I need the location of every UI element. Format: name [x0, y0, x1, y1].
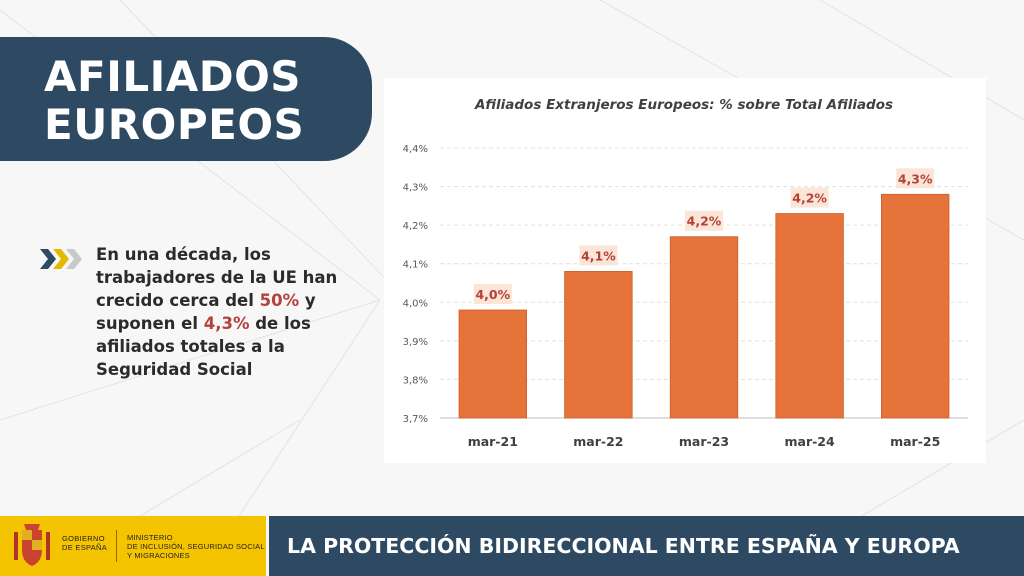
x-tick-label: mar-24	[784, 434, 835, 449]
data-label-background	[790, 187, 829, 208]
data-label: 4,3%	[898, 171, 933, 186]
y-tick-label: 4,0%	[403, 298, 428, 309]
ministry-line-3: Y MIGRACIONES	[127, 551, 190, 560]
data-label-background	[896, 168, 935, 189]
ministry-name: MINISTERIO DE INCLUSIÓN, SEGURIDAD SOCIA…	[127, 533, 265, 560]
bar	[564, 271, 633, 419]
x-tick-label: mar-21	[468, 434, 518, 449]
data-label: 4,1%	[581, 248, 616, 263]
bar	[669, 236, 739, 419]
description-part-2: y suponen el	[96, 291, 316, 333]
government-name: GOBIERNO DE ESPAÑA	[62, 534, 107, 552]
highlight-share: 4,3%	[203, 314, 250, 333]
y-tick-label: 4,1%	[403, 260, 428, 271]
bar	[881, 193, 950, 419]
description-part-3: de los afiliados totales a la Seguridad …	[96, 314, 311, 379]
page-title-line-2: EUROPEOS	[44, 100, 305, 149]
bar	[775, 213, 844, 419]
data-label: 4,2%	[792, 191, 827, 206]
y-tick-label: 4,4%	[403, 144, 428, 155]
footer-banner: LA PROTECCIÓN BIDIRECCIONAL ENTRE ESPAÑA…	[269, 516, 1024, 576]
bar-chart: Afiliados Extranjeros Europeos: % sobre …	[403, 97, 968, 449]
data-label-background	[685, 210, 723, 231]
gov-line-2: DE ESPAÑA	[62, 543, 108, 552]
data-labels: 4,0% 4,1% 4,2% 4,2% 4,3%	[473, 168, 935, 304]
title-block: AFILIADOS EUROPEOS	[0, 37, 372, 161]
coat-of-arms-icon	[14, 524, 50, 566]
chart-title: Afiliados Extranjeros Europeos: % sobre …	[474, 97, 893, 113]
data-label-background	[473, 284, 512, 304]
y-tick-label: 4,2%	[403, 221, 428, 232]
gov-line-1: GOBIERNO	[62, 534, 105, 543]
highlight-growth: 50%	[259, 291, 300, 310]
ministry-line-2: DE INCLUSIÓN, SEGURIDAD SOCIAL	[127, 542, 265, 551]
description-part-1: En una década, los trabajadores de la UE…	[96, 245, 338, 310]
data-label: 4,0%	[475, 287, 510, 302]
description-text: En una década, los trabajadores de la UE…	[96, 243, 356, 381]
grid-layer	[440, 147, 968, 419]
chart-card: Afiliados Extranjeros Europeos: % sobre …	[384, 78, 986, 463]
y-tick-label: 3,7%	[403, 414, 428, 425]
divider	[116, 530, 117, 562]
y-tick-label: 4,3%	[403, 183, 428, 194]
y-tick-label: 3,8%	[403, 375, 428, 386]
x-tick-label: mar-22	[573, 434, 623, 449]
footer: GOBIERNO DE ESPAÑA MINISTERIO DE INCLUSI…	[0, 516, 1024, 576]
ministry-line-1: MINISTERIO	[127, 533, 173, 542]
data-label: 4,2%	[687, 214, 722, 229]
y-tick-label: 3,9%	[403, 337, 428, 348]
page-title-line-1: AFILIADOS	[44, 52, 302, 101]
bars	[458, 193, 950, 419]
x-tick-label: mar-25	[890, 434, 940, 449]
footer-banner-text: LA PROTECCIÓN BIDIRECCIONAL ENTRE ESPAÑA…	[287, 534, 960, 558]
data-label-background	[579, 245, 618, 266]
bar	[458, 309, 527, 419]
x-axis-ticks: mar-21 mar-22 mar-23 mar-24 mar-25	[468, 434, 941, 449]
y-axis-ticks: 3,7% 3,8% 3,9% 4,0% 4,1% 4,2% 4,3% 4,4%	[403, 144, 428, 425]
government-logo-panel: GOBIERNO DE ESPAÑA MINISTERIO DE INCLUSI…	[0, 516, 266, 576]
x-tick-label: mar-23	[679, 434, 729, 449]
triple-chevron-right-icon	[40, 249, 82, 269]
